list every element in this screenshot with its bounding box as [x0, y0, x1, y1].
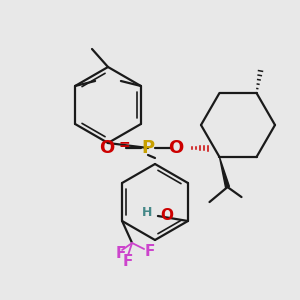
Text: H: H: [142, 206, 152, 220]
Text: O: O: [99, 139, 115, 157]
Text: F: F: [145, 244, 155, 259]
Text: P: P: [141, 139, 154, 157]
Text: =: =: [118, 138, 130, 152]
Polygon shape: [220, 157, 230, 188]
Text: O: O: [168, 139, 184, 157]
Text: O: O: [160, 208, 173, 223]
Text: F: F: [116, 245, 127, 260]
Text: F: F: [123, 254, 133, 268]
